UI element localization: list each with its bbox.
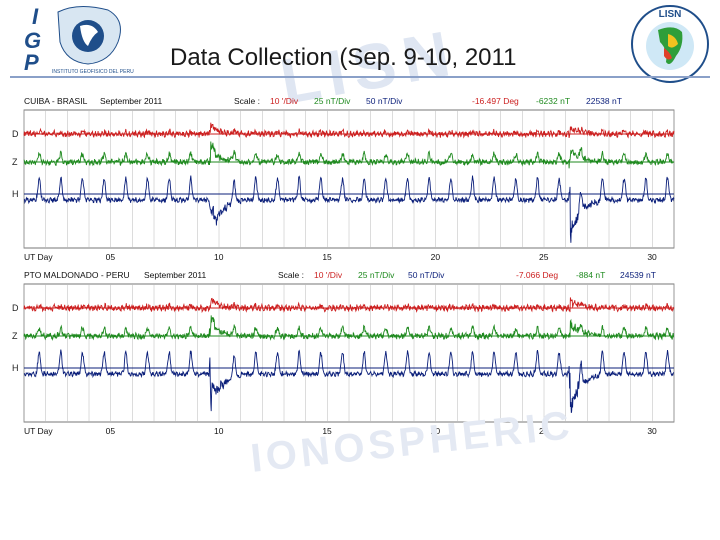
svg-text:G: G <box>24 28 41 53</box>
baseline-d: -16.497 Deg <box>472 96 519 106</box>
scale-d: 10 '/Div <box>270 96 299 106</box>
scale-z: 25 nT/Div <box>314 96 351 106</box>
slide-header: LISN I G P INSTITUTO GEOFISICO DEL PERU … <box>0 0 720 118</box>
baseline-z: -6232 nT <box>536 96 570 106</box>
station-name: PTO MALDONADO - PERU <box>24 270 130 280</box>
series-label-d: D <box>12 303 19 313</box>
svg-text:P: P <box>24 50 39 75</box>
x-tick-label: 05 <box>106 252 116 262</box>
x-tick-label: 30 <box>647 252 657 262</box>
lisn-logo-text: LISN <box>659 9 682 20</box>
x-tick-label: 05 <box>106 426 116 436</box>
scale-h: 50 nT/Div <box>408 270 445 280</box>
series-line-d <box>23 122 675 139</box>
series-line-z <box>23 315 675 342</box>
magnetogram-panel-cuiba: CUIBA - BRASIL September 2011 Scale : 10… <box>10 92 690 264</box>
baseline-d: -7.066 Deg <box>516 270 558 280</box>
series-line-h <box>23 349 675 413</box>
scale-d: 10 '/Div <box>314 270 343 280</box>
magnetogram-chart-maldonado: PTO MALDONADO - PERU September 2011 Scal… <box>12 270 675 436</box>
series-label-h: H <box>12 363 19 373</box>
x-tick-label: 15 <box>322 426 332 436</box>
series-line-z <box>23 141 675 169</box>
page-title: Data Collection (Sep. 9-10, 2011 <box>170 44 517 71</box>
series-label-z: Z <box>12 157 18 167</box>
x-tick-label: 15 <box>322 252 332 262</box>
x-axis-label: UT Day <box>24 426 53 436</box>
x-tick-label: 10 <box>214 426 224 436</box>
series-line-h <box>23 175 675 243</box>
baseline-h: 22538 nT <box>586 96 622 106</box>
baseline-h: 24539 nT <box>620 270 656 280</box>
header-divider <box>10 76 710 78</box>
svg-text:I: I <box>32 4 39 29</box>
series-label-z: Z <box>12 331 18 341</box>
scale-h: 50 nT/Div <box>366 96 403 106</box>
station-month: September 2011 <box>144 270 206 280</box>
series-line-d <box>23 297 675 314</box>
x-tick-label: 25 <box>539 426 549 436</box>
magnetogram-panel-maldonado: PTO MALDONADO - PERU September 2011 Scal… <box>10 266 690 438</box>
x-tick-label: 30 <box>647 426 657 436</box>
scale-label: Scale : <box>234 96 260 106</box>
baseline-z: -884 nT <box>576 270 605 280</box>
igp-logo-subtext: INSTITUTO GEOFISICO DEL PERU <box>52 69 134 75</box>
lisn-logo: LISN <box>631 5 709 83</box>
station-month: September 2011 <box>100 96 162 106</box>
series-label-h: H <box>12 189 19 199</box>
x-tick-label: 20 <box>431 252 441 262</box>
scale-z: 25 nT/Div <box>358 270 395 280</box>
x-axis-label: UT Day <box>24 252 53 262</box>
scale-label: Scale : <box>278 270 304 280</box>
igp-logo: I G P INSTITUTO GEOFISICO DEL PERU <box>24 4 134 75</box>
x-tick-label: 10 <box>214 252 224 262</box>
series-label-d: D <box>12 129 19 139</box>
station-name: CUIBA - BRASIL <box>24 96 88 106</box>
x-tick-label: 25 <box>539 252 549 262</box>
magnetogram-chart-cuiba: CUIBA - BRASIL September 2011 Scale : 10… <box>12 96 675 262</box>
x-tick-label: 20 <box>431 426 441 436</box>
